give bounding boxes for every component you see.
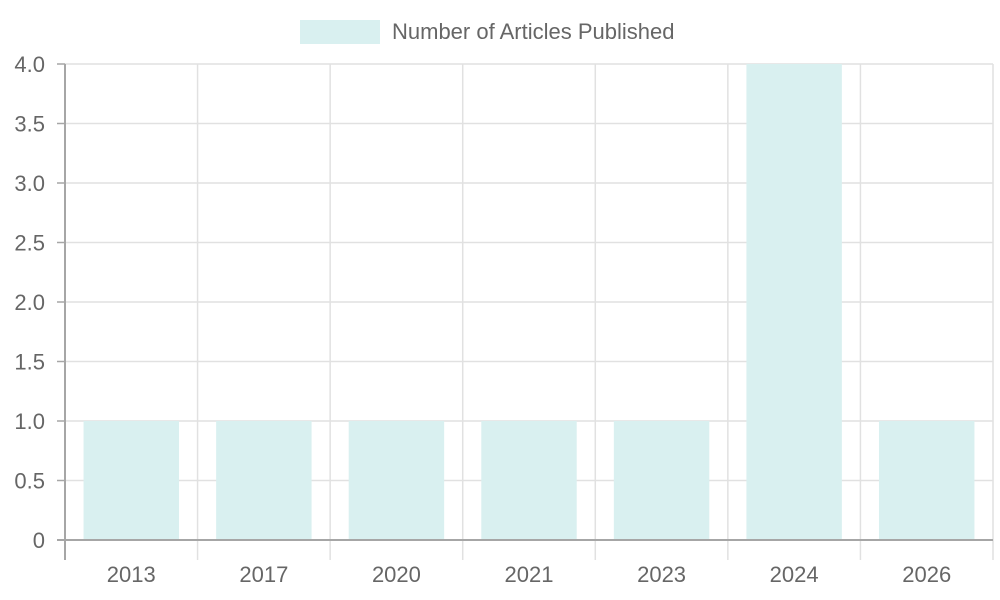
x-axis-ticks: 2013 2017 2020 2021 2023 2024 2026 (107, 562, 951, 587)
y-tick-label: 1.0 (14, 409, 45, 434)
grid (65, 63, 994, 560)
y-axis-ticks: 0 0.5 1.0 1.5 2.0 2.5 3.0 3.5 4.0 (14, 52, 65, 553)
bars (83, 64, 975, 540)
bar-2020[interactable] (348, 421, 445, 540)
bar-2013[interactable] (83, 421, 180, 540)
bar-2023[interactable] (613, 421, 710, 540)
x-tick-label: 2023 (637, 562, 686, 587)
legend[interactable]: Number of Articles Published (300, 19, 674, 44)
y-tick-label: 3.5 (14, 112, 45, 137)
axes (57, 64, 993, 560)
bar-2021[interactable] (481, 421, 577, 540)
y-tick-label: 0 (33, 528, 45, 553)
x-tick-label: 2026 (902, 562, 951, 587)
x-tick-label: 2020 (372, 562, 421, 587)
bar-2026[interactable] (878, 421, 975, 540)
bar-2024[interactable] (746, 64, 842, 540)
bar-2017[interactable] (216, 421, 312, 540)
x-tick-label: 2021 (505, 562, 554, 587)
y-tick-label: 2.0 (14, 290, 45, 315)
y-tick-label: 1.5 (14, 350, 45, 375)
y-tick-label: 3.0 (14, 171, 45, 196)
y-tick-label: 4.0 (14, 52, 45, 77)
y-tick-label: 2.5 (14, 231, 45, 256)
x-tick-label: 2017 (239, 562, 288, 587)
x-tick-label: 2024 (770, 562, 819, 587)
legend-swatch (300, 20, 380, 44)
y-tick-label: 0.5 (14, 469, 45, 494)
x-tick-label: 2013 (107, 562, 156, 587)
legend-label: Number of Articles Published (392, 19, 674, 44)
